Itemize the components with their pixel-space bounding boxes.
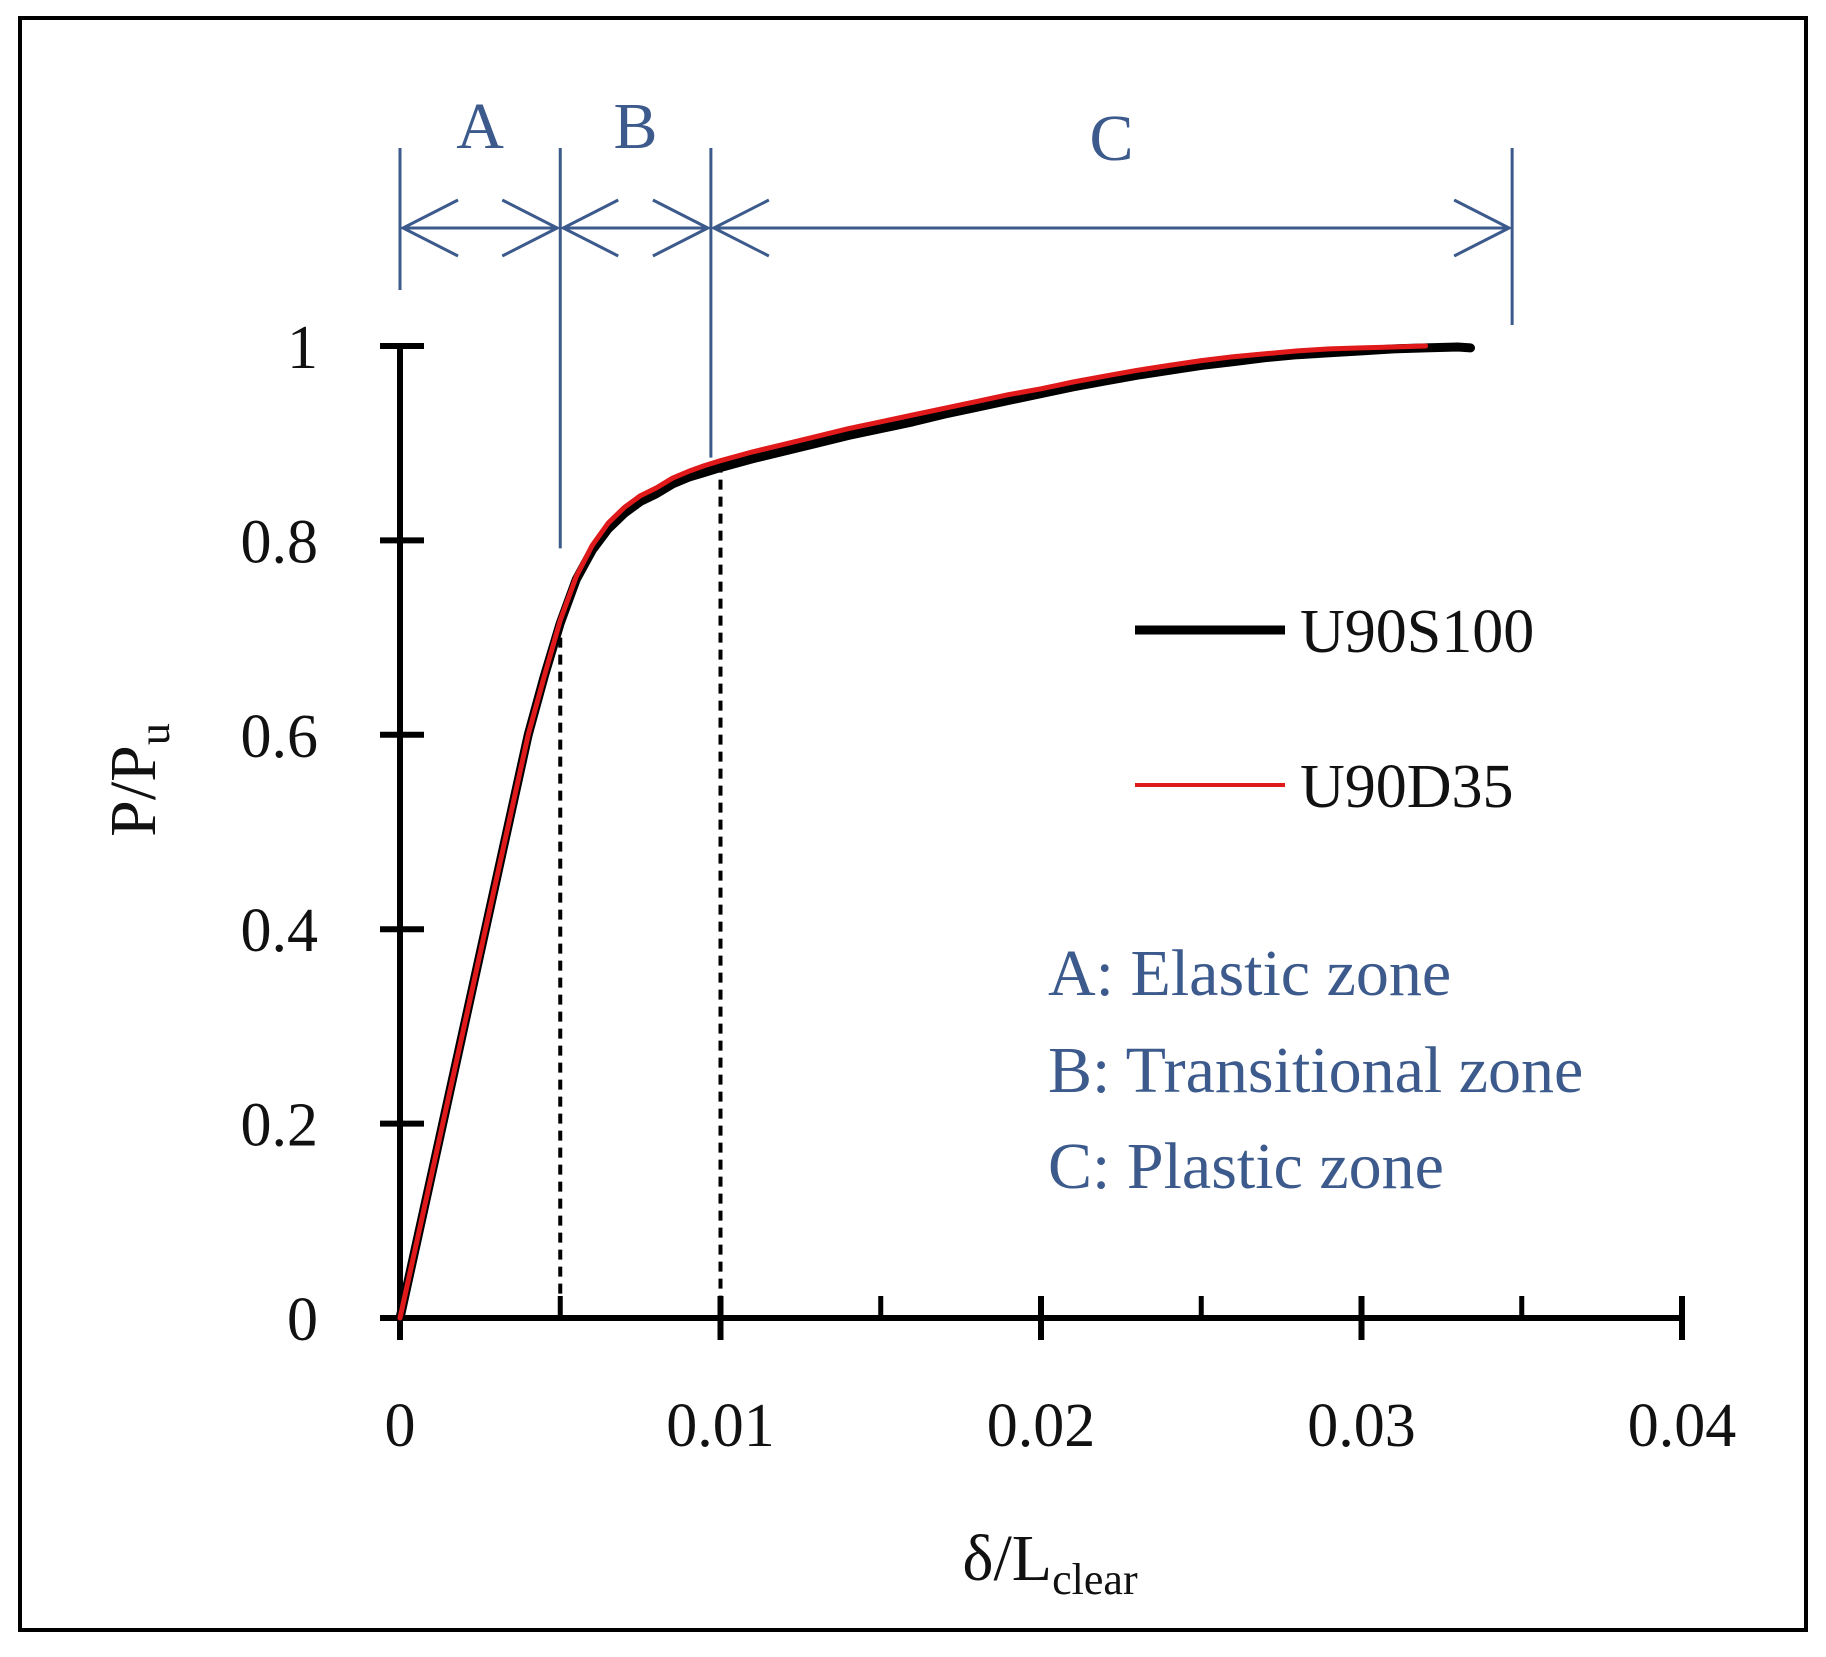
zone-description-b: B: Transitional zone <box>1048 1034 1583 1107</box>
zone-arrow-head-right <box>652 198 712 258</box>
y-axis-title-sub: u <box>130 723 179 745</box>
y-tick-label: 0.8 <box>241 508 319 576</box>
axes: 0 0.01 0.02 0.03 0.04 0 0.2 0.4 0.6 0.8 1 <box>241 314 1737 1460</box>
zone-description-a: A: Elastic zone <box>1048 937 1451 1010</box>
x-tick-label: 0.01 <box>666 1392 775 1460</box>
zone-label: C <box>1089 102 1133 175</box>
x-tick-label: 0 <box>385 1392 416 1460</box>
zone-arrow-head-right <box>1453 198 1513 258</box>
y-tick-label: 0 <box>287 1286 318 1354</box>
legend-label-u90s100: U90S100 <box>1300 598 1534 666</box>
x-tick-label: 0.03 <box>1307 1392 1416 1460</box>
y-tick-label: 0.2 <box>241 1092 319 1160</box>
dashed-markers <box>558 462 723 1318</box>
zone-description-c: C: Plastic zone <box>1048 1130 1444 1203</box>
zone-descriptions: A: Elastic zone B: Transitional zone C: … <box>1048 937 1583 1203</box>
x-tick-label: 0.02 <box>987 1392 1096 1460</box>
series-line-u90d35 <box>397 343 1429 1321</box>
zone-arrow-head-left <box>710 198 770 258</box>
zone-arrow-head-right <box>501 198 561 258</box>
series-lines <box>395 342 1475 1323</box>
x-tick-label: 0.04 <box>1628 1392 1737 1460</box>
y-tick-label: 0.4 <box>241 897 319 965</box>
figure-border <box>18 16 1808 1632</box>
zone-annotations: A B C <box>398 90 1514 549</box>
x-axis-title-main: δ/L <box>962 1522 1052 1595</box>
zone-arrow-head-left <box>559 198 619 258</box>
legend-label-u90d35: U90D35 <box>1300 753 1514 821</box>
y-axis-title-main: P/P <box>97 745 170 837</box>
zone-label: A <box>456 90 504 163</box>
y-tick-label: 1 <box>287 314 318 382</box>
legend: U90S100 U90D35 <box>1135 598 1534 821</box>
x-axis-title-sub: clear <box>1052 1555 1138 1604</box>
zone-label: B <box>614 90 658 163</box>
zone-arrow-head-left <box>399 198 459 258</box>
y-axis-title: P/Pu <box>97 723 179 837</box>
y-tick-label: 0.6 <box>241 703 319 771</box>
x-axis-title: δ/Lclear <box>962 1522 1138 1604</box>
